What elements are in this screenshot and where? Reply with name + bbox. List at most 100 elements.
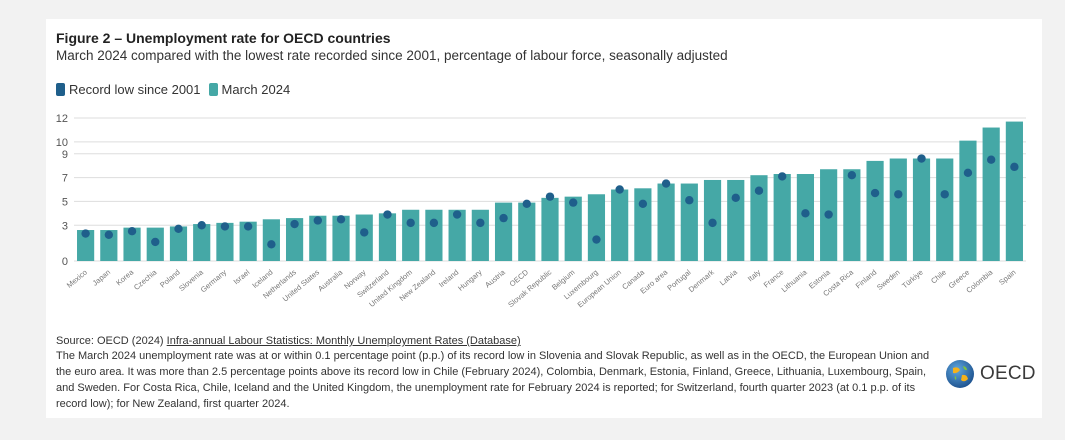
x-tick-label: Hungary (456, 267, 484, 292)
x-tick-label: Latvia (718, 267, 740, 287)
x-tick-label: Denmark (687, 267, 716, 294)
oecd-logo-text: OECD (980, 363, 1036, 384)
bar (309, 215, 327, 261)
bar (750, 175, 768, 261)
record-low-dot (522, 199, 531, 208)
record-low-dot (383, 210, 392, 219)
y-tick-label: 10 (56, 137, 68, 149)
bar (866, 160, 884, 261)
record-low-dot (708, 218, 717, 228)
bar (843, 169, 861, 261)
x-tick-label: Finland (854, 268, 879, 291)
record-low-dot (104, 230, 114, 239)
legend-item-record-low[interactable]: Record low since 2001 (56, 82, 201, 97)
record-low-dot (127, 227, 137, 236)
bar (285, 218, 304, 261)
record-low-dot (313, 216, 323, 225)
bar (773, 174, 791, 261)
bar (634, 188, 652, 261)
y-tick-label: 3 (62, 220, 68, 232)
bar (216, 222, 234, 261)
record-low-dot (336, 215, 346, 224)
bar (611, 189, 629, 261)
record-low-dot (917, 154, 926, 163)
record-low-dot (777, 172, 787, 181)
x-tick-label: Lithuania (780, 267, 810, 294)
record-low-dot (963, 168, 973, 178)
bar (471, 209, 489, 261)
legend-swatch-record-low (56, 83, 65, 96)
record-low-dot (499, 213, 508, 223)
chart-legend: Record low since 2001 March 2024 (56, 82, 290, 97)
x-tick-label: Chile (929, 268, 948, 286)
x-tick-label: Colombia (964, 267, 995, 295)
bar (657, 183, 675, 261)
record-low-dot (592, 235, 601, 244)
legend-swatch-march (208, 83, 218, 96)
x-tick-label: Türkiye (900, 268, 925, 291)
record-low-dot (81, 229, 90, 238)
legend-label-march: March 2024 (221, 82, 291, 97)
record-low-dot (174, 224, 183, 234)
oecd-logo: OECD (944, 358, 1036, 390)
bar (378, 213, 397, 261)
figure-title: Figure 2 – Unemployment rate for OECD co… (56, 30, 391, 46)
source-prefix: Source: OECD (2024) (56, 335, 167, 347)
bar (727, 179, 745, 261)
bar (518, 202, 536, 261)
bar (912, 158, 931, 261)
source-line: Source: OECD (2024) Infra-annual Labour … (56, 335, 521, 347)
record-low-dot (824, 210, 833, 219)
bar (494, 202, 513, 261)
record-low-dot (894, 190, 903, 199)
bar (193, 224, 211, 261)
bar (425, 209, 443, 261)
record-low-dot (476, 218, 485, 228)
bar (587, 194, 606, 261)
bar (936, 158, 954, 261)
record-low-dot (197, 221, 206, 230)
record-low-dot (940, 190, 949, 199)
record-low-dot (243, 222, 253, 231)
record-low-dot (847, 171, 857, 180)
bar (355, 214, 373, 261)
x-tick-label: Israel (232, 267, 252, 286)
record-low-dot (290, 219, 299, 229)
x-tick-label: Sweden (875, 268, 902, 292)
x-tick-label: Italy (746, 267, 763, 283)
record-low-dot (870, 188, 880, 198)
record-low-dot (452, 210, 462, 219)
figure-card: Figure 2 – Unemployment rate for OECD co… (46, 19, 1042, 418)
record-low-dot (661, 179, 671, 188)
x-tick-label: Germany (199, 267, 229, 294)
record-low-dot (406, 218, 415, 228)
bar (100, 230, 118, 261)
record-low-dot (986, 155, 996, 164)
source-link[interactable]: Infra-annual Labour Statistics: Monthly … (166, 335, 521, 347)
figure-subtitle: March 2024 compared with the lowest rate… (56, 48, 728, 63)
bar (123, 227, 141, 261)
record-low-dot (801, 209, 810, 218)
record-low-dot (754, 186, 764, 195)
y-tick-label: 5 (62, 196, 68, 208)
bar (402, 209, 420, 261)
y-tick-label: 12 (56, 113, 68, 125)
legend-item-march[interactable]: March 2024 (208, 82, 291, 97)
record-low-dot (685, 196, 694, 205)
record-low-dot (267, 240, 276, 249)
oecd-globe-icon (946, 360, 974, 388)
y-tick-label: 0 (62, 256, 68, 268)
x-tick-label: Mexico (65, 268, 89, 290)
bar (889, 158, 907, 261)
record-low-dot (569, 198, 578, 207)
bar (77, 230, 95, 261)
x-tick-label: Japan (91, 268, 112, 288)
bar (332, 215, 350, 261)
record-low-dot (638, 199, 648, 208)
bar (959, 140, 977, 261)
record-low-dot (360, 228, 369, 237)
bar (680, 183, 698, 261)
record-low-dot (1010, 162, 1019, 172)
record-low-dot (220, 222, 230, 231)
